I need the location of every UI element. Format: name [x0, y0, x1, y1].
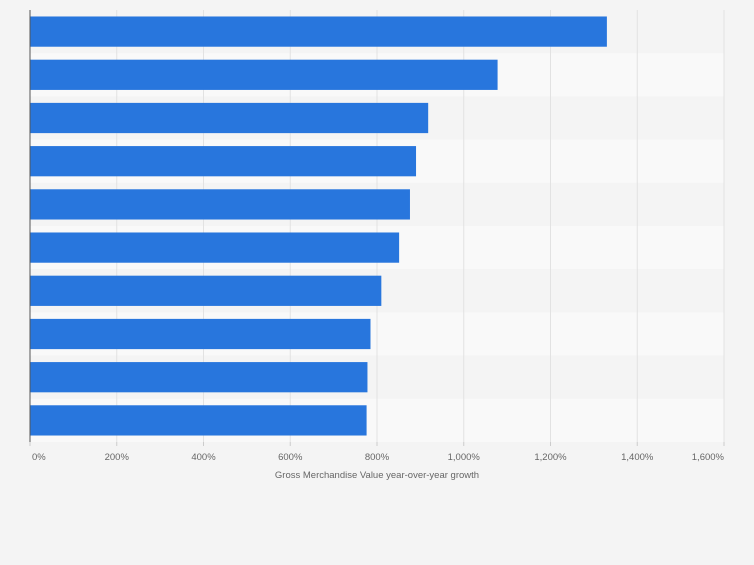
x-tick-label: 1,200%	[534, 452, 567, 463]
bar[interactable]	[30, 189, 410, 220]
x-tick-label: 800%	[365, 452, 390, 463]
x-tick-labels: 0% 200% 400% 600% 800% 1,000% 1,200% 1,400% 1,60…	[29, 442, 725, 463]
bar[interactable]	[30, 146, 417, 177]
bars	[30, 16, 607, 436]
x-tick-label: 600%	[278, 452, 303, 463]
bar[interactable]	[30, 16, 607, 47]
x-tick-label: 1,600%	[692, 452, 725, 463]
x-tick-label: 1,400%	[621, 452, 654, 463]
x-tick-label: 400%	[191, 452, 216, 463]
x-tick-label: 200%	[105, 452, 130, 463]
bar[interactable]	[30, 275, 382, 306]
x-tick-label: 0%	[32, 452, 46, 463]
bar[interactable]	[30, 318, 371, 350]
x-tick-label: 1,000%	[448, 452, 481, 463]
bar[interactable]	[30, 362, 368, 393]
bar[interactable]	[30, 59, 498, 90]
x-axis-label: Gross Merchandise Value year-over-year g…	[275, 470, 479, 481]
bar[interactable]	[30, 405, 367, 436]
bar[interactable]	[30, 102, 429, 134]
bar[interactable]	[30, 232, 400, 263]
